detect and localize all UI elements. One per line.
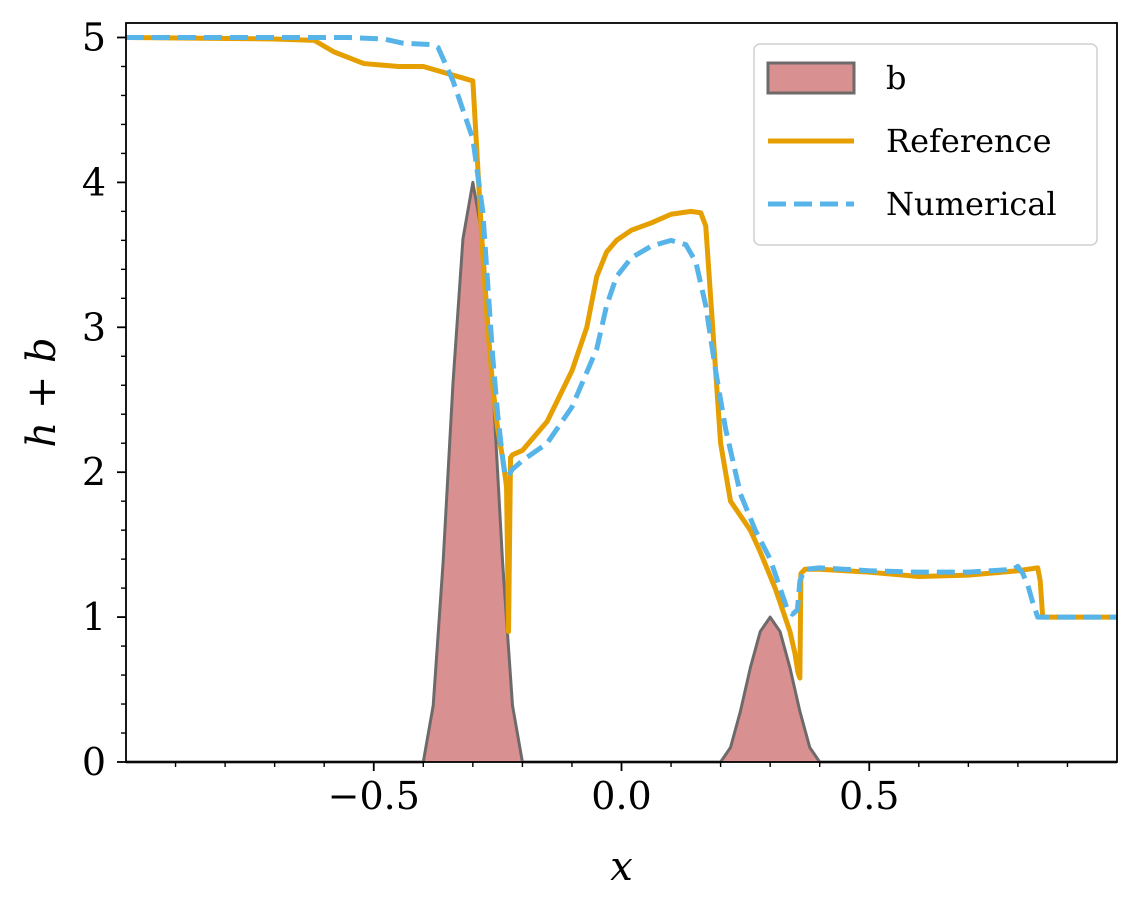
y-axis-label: h + b <box>19 337 65 447</box>
y-tick-label: 1 <box>82 595 106 639</box>
x-tick-label: 0.5 <box>839 774 899 818</box>
x-tick-label: 0.0 <box>591 774 651 818</box>
y-tick-label: 2 <box>82 450 106 494</box>
x-axis-label: x <box>610 844 633 890</box>
line-layer <box>125 34 1117 681</box>
y-tick-label: 3 <box>82 305 106 349</box>
legend: b Reference Numerical <box>753 43 1098 246</box>
series-numerical-line <box>126 34 1117 620</box>
y-tick-label: 5 <box>82 15 106 59</box>
y-tick-label: 4 <box>82 160 106 204</box>
legend-label-b: b <box>886 59 906 97</box>
x-tick-label: −0.5 <box>328 774 420 818</box>
series-reference-line <box>125 34 1117 681</box>
legend-swatch-b <box>766 61 856 95</box>
tick-layer: −0.5 0.0 0.5 0 1 2 3 4 5 <box>82 15 1069 818</box>
legend-label-numerical: Numerical <box>886 185 1057 223</box>
legend-label-reference: Reference <box>886 122 1052 160</box>
y-tick-label: 0 <box>82 740 106 784</box>
